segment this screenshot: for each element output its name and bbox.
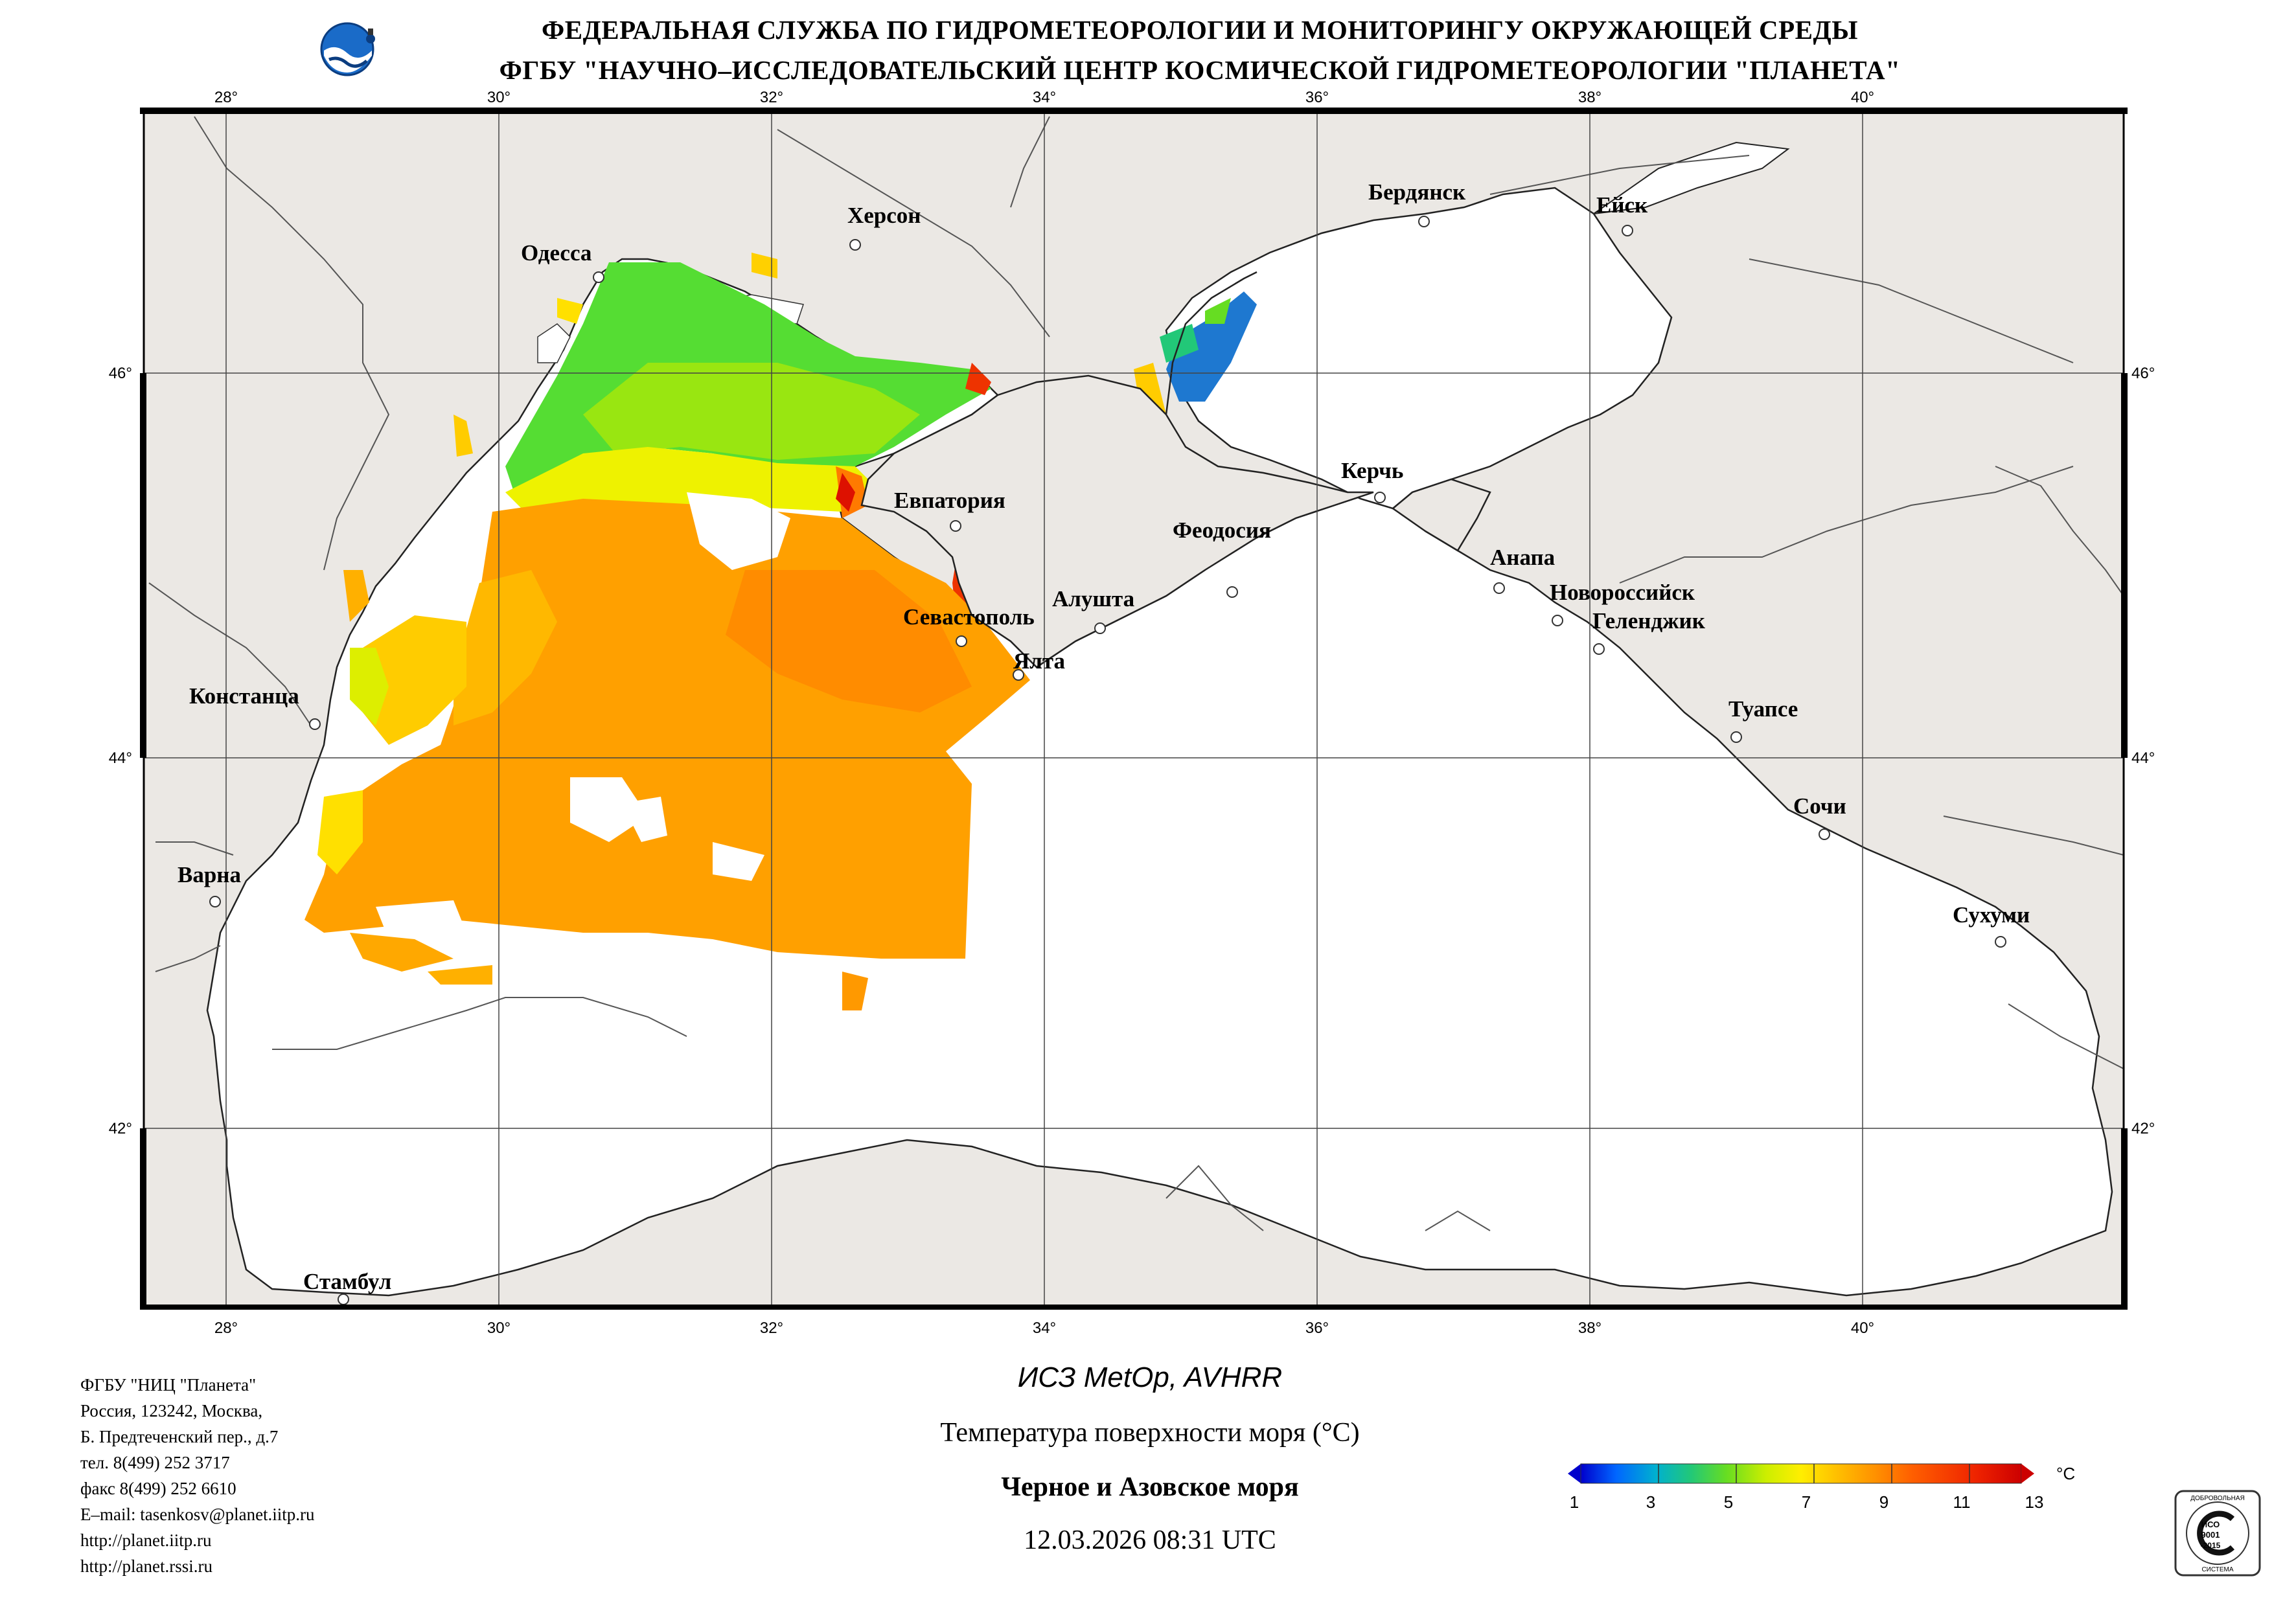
lat-ticks-right: 46° 44° 42°	[2131, 365, 2155, 1137]
arabat-spit	[1165, 271, 1257, 415]
city-label: Констанца	[189, 683, 299, 709]
lat-tick: 42°	[2131, 1120, 2155, 1137]
header-line-1: ФЕДЕРАЛЬНАЯ СЛУЖБА ПО ГИДРОМЕТЕОРОЛОГИИ …	[542, 15, 1858, 45]
lat-ticks-left: 46° 44° 42°	[109, 365, 132, 1137]
lon-tick: 38°	[1578, 1319, 1601, 1337]
borders	[148, 116, 2124, 1231]
city-labels: Одесса Херсон Бердянск Ейск Евпатория Ке…	[178, 179, 2030, 1294]
city-label: Севастополь	[903, 604, 1035, 630]
lat-tick: 46°	[109, 365, 132, 382]
lon-tick: 34°	[1033, 89, 1056, 106]
lon-tick: 30°	[487, 1319, 511, 1337]
lat-tick: 44°	[109, 749, 132, 767]
lon-tick: 30°	[487, 89, 511, 106]
city-markers	[209, 216, 2006, 1305]
city-label: Херсон	[847, 203, 921, 228]
datetime-label: 12.03.2026 08:31 UTC	[1024, 1525, 1276, 1555]
url-1[interactable]: http://planet.iitp.ru	[80, 1531, 212, 1550]
dniester-estuary	[537, 323, 571, 363]
lon-tick: 32°	[760, 1319, 783, 1337]
lon-tick: 28°	[214, 89, 238, 106]
lon-tick: 36°	[1305, 89, 1329, 106]
contact-info: ФГБУ "НИЦ "Планета" Россия, 123242, Моск…	[80, 1372, 315, 1579]
lat-tick: 42°	[109, 1120, 132, 1137]
colorbar-unit: °C	[2056, 1464, 2075, 1483]
colorbar-high-arrow	[2021, 1464, 2034, 1483]
lon-tick: 40°	[1851, 1319, 1874, 1337]
city-label: Бердянск	[1368, 179, 1466, 205]
city-label: Одесса	[521, 240, 591, 266]
taganrog-bay	[1593, 141, 1790, 214]
city-label: Ейск	[1596, 192, 1648, 218]
lon-ticks-top: 28° 30° 32° 34° 36° 38° 40°	[214, 89, 1874, 106]
city-label: Евпатория	[894, 488, 1005, 513]
lon-tick: 32°	[760, 89, 783, 106]
city-label: Геленджик	[1592, 608, 1706, 633]
colorbar-tick: 5	[1724, 1492, 1733, 1512]
colorbar-tick: 1	[1570, 1492, 1579, 1512]
header-line-2: ФГБУ "НАУЧНО–ИССЛЕДОВАТЕЛЬСКИЙ ЦЕНТР КОС…	[499, 55, 1901, 85]
badge-year: -2015	[2201, 1541, 2221, 1550]
email: E–mail: tasenkosv@planet.iitp.ru	[80, 1505, 315, 1524]
city-label: Сухуми	[1953, 902, 2030, 928]
badge-iso: ИСО	[2201, 1520, 2220, 1529]
lon-ticks-bottom: 28° 30° 32° 34° 36° 38° 40°	[214, 1319, 1874, 1337]
city-label: Новороссийск	[1550, 580, 1695, 605]
lon-tick: 36°	[1305, 1319, 1329, 1337]
colorbar-tick: 9	[1879, 1492, 1888, 1512]
colorbar-tick: 13	[2025, 1492, 2044, 1512]
lon-tick: 34°	[1033, 1319, 1056, 1337]
badge-9001: 9001	[2201, 1530, 2220, 1540]
colorbar: °C 1 3 5 7 9 11 13	[1568, 1463, 2075, 1512]
city-label: Ялта	[1013, 648, 1065, 674]
city-label: Анапа	[1490, 545, 1555, 570]
lon-tick: 40°	[1851, 89, 1874, 106]
iso-certification-badge: ДОБРОВОЛЬНАЯ ИСО 9001 -2015 СИСТЕМА	[2174, 1490, 2261, 1577]
taman-peninsula	[1391, 478, 1491, 552]
city-label: Стамбул	[303, 1269, 391, 1294]
city-label: Керчь	[1341, 458, 1403, 483]
colorbar-tick: 3	[1646, 1492, 1655, 1512]
graticule	[144, 111, 2124, 1308]
planeta-logo-icon	[320, 22, 375, 76]
url-2[interactable]: http://planet.rssi.ru	[80, 1556, 212, 1576]
org-name: ФГБУ "НИЦ "Планета"	[80, 1375, 257, 1395]
fax: факс 8(499) 252 6610	[80, 1479, 236, 1498]
city-label: Алушта	[1052, 586, 1134, 611]
colorbar-tick: 7	[1802, 1492, 1811, 1512]
city-label: Туапсе	[1728, 696, 1798, 722]
address-line-2: Б. Предтеченский пер., д.7	[80, 1427, 279, 1446]
sea-of-azov	[1165, 187, 1673, 510]
colorbar-scale	[1580, 1463, 2022, 1484]
address-line-1: Россия, 123242, Москва,	[80, 1401, 263, 1420]
lon-tick: 28°	[214, 1319, 238, 1337]
city-label: Сочи	[1793, 793, 1846, 819]
crimea-peninsula	[860, 374, 1374, 668]
parameter-label: Температура поверхности моря (°С)	[940, 1418, 1360, 1448]
satellite-label: ИСЗ MetOp, AVHRR	[1017, 1362, 1283, 1393]
badge-top-text: ДОБРОВОЛЬНАЯ	[2190, 1495, 2245, 1502]
badge-bottom-text: СИСТЕМА	[2201, 1566, 2233, 1573]
colorbar-tick: 11	[1953, 1492, 1971, 1512]
city-label: Феодосия	[1173, 518, 1271, 543]
sst-data-layer	[304, 253, 1257, 1010]
colorbar-low-arrow	[1568, 1464, 1581, 1483]
lat-tick: 44°	[2131, 749, 2155, 767]
city-label: Варна	[178, 862, 241, 887]
region-label: Черное и Азовское моря	[1001, 1472, 1299, 1502]
lon-tick: 38°	[1578, 89, 1601, 106]
phone: тел. 8(499) 252 3717	[80, 1453, 230, 1472]
lat-tick: 46°	[2131, 365, 2155, 382]
